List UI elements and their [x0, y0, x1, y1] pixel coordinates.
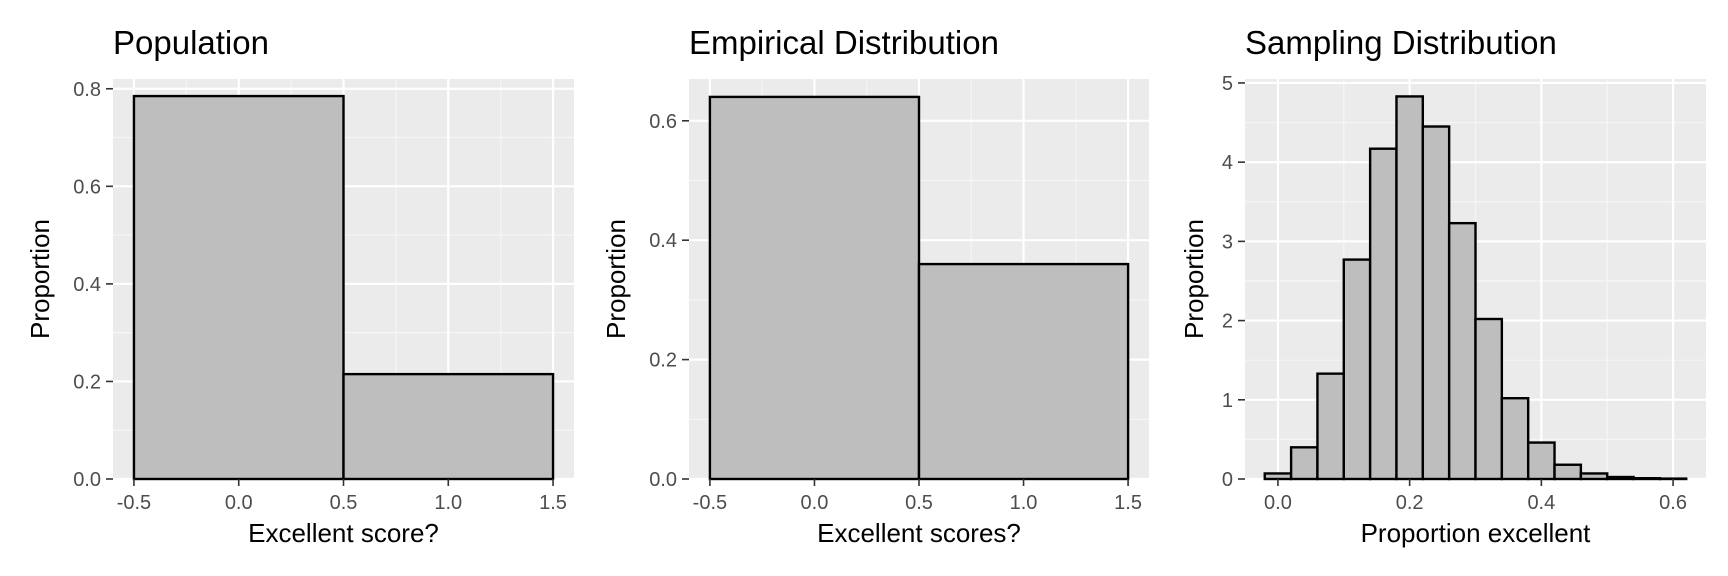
histogram-bar: [1421, 125, 1451, 481]
y-tick-label: 1: [1222, 390, 1233, 412]
histogram-bar: [1474, 317, 1504, 481]
y-tick-label: 4: [1222, 152, 1233, 174]
x-tick-label: 0.5: [905, 492, 933, 514]
histogram-bar: [1447, 221, 1477, 481]
panel-empirical-distribution: Empirical Distribution 0.0 0.2 0.4 0.6 -0.5…: [601, 24, 1149, 548]
y-tick-label: 0.6: [649, 111, 677, 133]
y-axis-title: Proportion: [25, 219, 55, 339]
histogram-bar: [1526, 441, 1556, 481]
y-tick-label: 0.2: [649, 350, 677, 372]
x-tick-label: 0.0: [1264, 492, 1292, 514]
panel-title: Sampling Distribution: [1245, 24, 1557, 61]
y-tick-label: 0.4: [649, 230, 677, 252]
y-tick-labels: 0.0 0.2 0.4 0.6 0.8: [73, 79, 113, 491]
histogram-bar: [1368, 147, 1398, 481]
plot-area: [689, 79, 1149, 481]
x-tick-label: 0.6: [1659, 492, 1687, 514]
y-tick-label: 0.2: [73, 371, 101, 393]
panel-title: Empirical Distribution: [689, 24, 999, 61]
histogram-bar: [1553, 463, 1583, 481]
y-tick-label: 0.4: [73, 274, 101, 296]
y-tick-label: 0.0: [73, 469, 101, 491]
x-tick-label: 1.0: [1010, 492, 1038, 514]
histogram-bar: [1395, 95, 1425, 481]
histogram-bar: [342, 372, 555, 481]
x-axis-title: Excellent scores?: [817, 518, 1021, 548]
x-tick-labels: -0.5 0.0 0.5 1.0 1.5: [117, 479, 567, 514]
histogram-bar: [1500, 397, 1530, 481]
histogram-bar: [1316, 372, 1345, 481]
y-tick-label: 2: [1222, 311, 1233, 333]
y-tick-label: 0.8: [73, 79, 101, 101]
x-axis-title: Excellent score?: [248, 518, 439, 548]
x-tick-label: 0.4: [1527, 492, 1555, 514]
histogram-bar: [1263, 472, 1293, 481]
x-tick-labels: 0.0 0.2 0.4 0.6: [1264, 479, 1687, 514]
x-tick-label: -0.5: [693, 492, 727, 514]
y-tick-label: 5: [1222, 73, 1233, 95]
plot-area: [113, 79, 574, 481]
plot-area: [1245, 79, 1706, 481]
histogram-bar: [1606, 475, 1635, 481]
y-tick-label: 0.0: [649, 469, 677, 491]
x-tick-label: 1.5: [1114, 492, 1142, 514]
y-tick-labels: 0.0 0.2 0.4 0.6: [649, 111, 689, 491]
x-tick-label: 1.0: [434, 492, 462, 514]
x-tick-label: -0.5: [117, 492, 151, 514]
x-tick-labels: -0.5 0.0 0.5 1.0 1.5: [693, 479, 1142, 514]
histogram-bar: [1632, 477, 1662, 481]
histogram-bar: [132, 94, 345, 481]
x-tick-label: 0.0: [225, 492, 253, 514]
y-tick-label: 0: [1222, 469, 1233, 491]
x-tick-label: 0.2: [1396, 492, 1424, 514]
histogram-bar: [1342, 258, 1372, 481]
x-tick-label: 1.5: [539, 492, 567, 514]
y-tick-label: 3: [1222, 231, 1233, 253]
y-tick-label: 0.6: [73, 176, 101, 198]
histogram-bar: [1289, 446, 1319, 481]
panel-population: Population 0.0 0.2 0.4 0.6 0.8 -0.5 0.0 0.5 1.0…: [25, 24, 574, 548]
histogram-bar: [708, 95, 921, 481]
x-tick-label: 0.0: [801, 492, 829, 514]
histogram-bar: [1579, 472, 1609, 481]
x-axis-title: Proportion excellent: [1361, 518, 1592, 548]
x-tick-label: 0.5: [330, 492, 358, 514]
y-axis-title: Proportion: [1179, 219, 1209, 339]
histogram-bar: [917, 262, 1130, 481]
y-tick-labels: 0 1 2 3 4 5: [1222, 73, 1245, 491]
y-axis-title: Proportion: [601, 219, 631, 339]
panel-title: Population: [113, 24, 269, 61]
